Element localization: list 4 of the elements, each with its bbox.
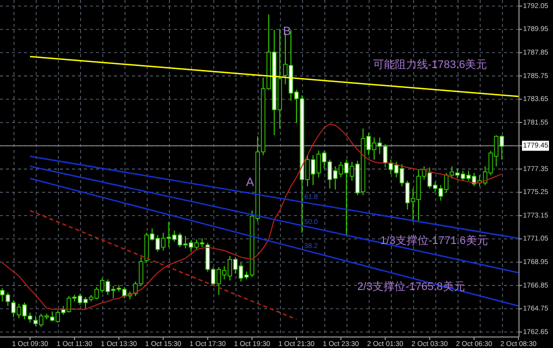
annotation: 1/3支撑位-1771.6美元 [380, 234, 488, 247]
annotation: 可能阻力线-1783.6美元 [372, 58, 488, 71]
annotation: B [282, 24, 292, 38]
annotation: A [246, 175, 254, 190]
